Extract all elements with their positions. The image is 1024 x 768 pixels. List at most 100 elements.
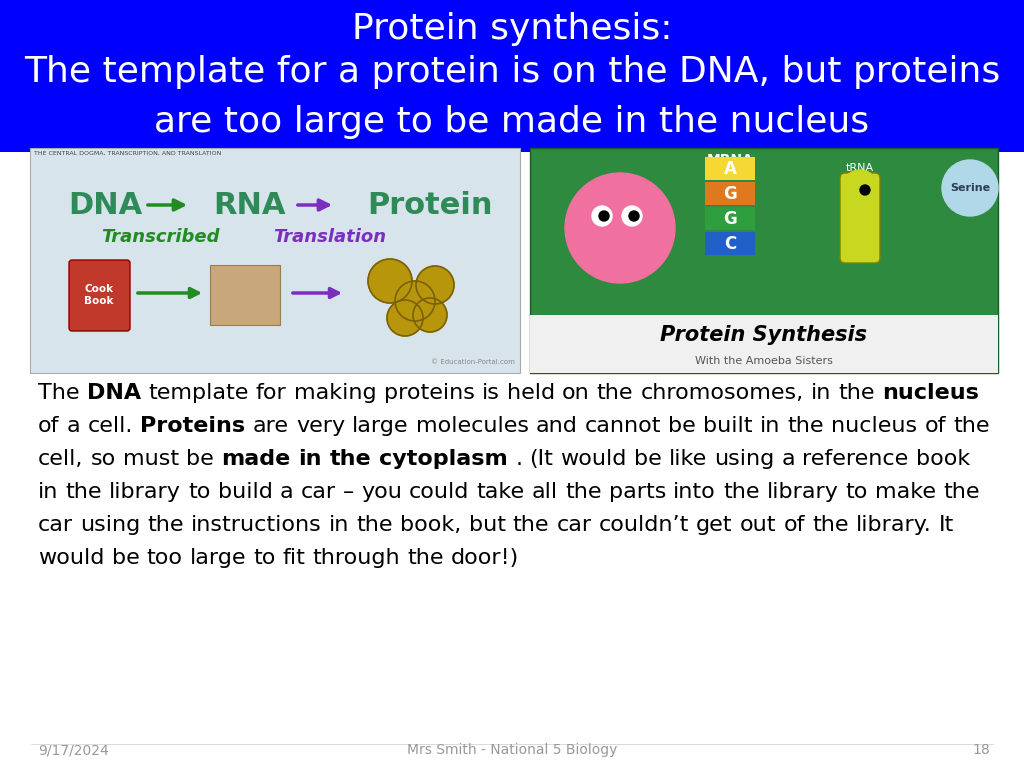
Text: and: and [536, 416, 578, 436]
Text: a: a [280, 482, 293, 502]
FancyBboxPatch shape [705, 232, 755, 255]
Text: built: built [703, 416, 753, 436]
FancyBboxPatch shape [30, 148, 520, 373]
Text: DNA: DNA [68, 190, 142, 220]
Text: the: the [723, 482, 760, 502]
Text: RNA: RNA [214, 190, 287, 220]
FancyBboxPatch shape [0, 0, 1024, 152]
Text: a: a [67, 416, 80, 436]
Circle shape [842, 170, 878, 206]
Text: G: G [723, 185, 737, 203]
Text: a: a [781, 449, 795, 469]
Text: using: using [80, 515, 140, 535]
Text: template: template [148, 383, 249, 403]
Text: made: made [221, 449, 290, 469]
Text: door!): door!) [451, 548, 519, 568]
Text: Protein Synthesis: Protein Synthesis [660, 325, 867, 345]
Text: .: . [515, 449, 522, 469]
Text: the: the [787, 416, 824, 436]
Text: Transcribed: Transcribed [100, 228, 219, 246]
Text: cannot: cannot [585, 416, 662, 436]
Text: Cook
Book: Cook Book [84, 284, 114, 306]
Text: chromosomes,: chromosomes, [640, 383, 804, 403]
Text: the: the [565, 482, 601, 502]
Text: of: of [38, 416, 59, 436]
Text: car: car [38, 515, 73, 535]
Text: held: held [507, 383, 555, 403]
Text: the: the [147, 515, 184, 535]
Circle shape [387, 300, 423, 336]
FancyBboxPatch shape [840, 173, 880, 263]
Text: tRNA: tRNA [846, 163, 874, 173]
Text: (It: (It [529, 449, 553, 469]
Text: nucleus: nucleus [831, 416, 918, 436]
FancyBboxPatch shape [69, 260, 130, 331]
Text: the: the [597, 383, 633, 403]
Circle shape [592, 206, 612, 226]
Text: to: to [253, 548, 275, 568]
Text: are: are [253, 416, 289, 436]
Text: couldn’t: couldn’t [599, 515, 689, 535]
Text: but: but [469, 515, 506, 535]
Text: of: of [925, 416, 946, 436]
Text: book,: book, [400, 515, 462, 535]
Text: in: in [811, 383, 831, 403]
Text: The: The [38, 383, 80, 403]
Text: the: the [838, 383, 874, 403]
Text: parts: parts [608, 482, 666, 502]
Text: for: for [256, 383, 287, 403]
Text: instructions: instructions [191, 515, 322, 535]
Text: car: car [300, 482, 336, 502]
Text: The template for a protein is on the DNA, but proteins: The template for a protein is on the DNA… [24, 55, 1000, 89]
Text: take: take [476, 482, 524, 502]
Circle shape [599, 211, 609, 221]
Text: nucleus: nucleus [882, 383, 979, 403]
FancyBboxPatch shape [210, 265, 280, 325]
Text: reference: reference [802, 449, 908, 469]
Text: in: in [329, 515, 349, 535]
Text: the: the [812, 515, 849, 535]
Text: would: would [560, 449, 627, 469]
Text: get: get [696, 515, 732, 535]
FancyBboxPatch shape [530, 315, 998, 373]
Text: to: to [188, 482, 211, 502]
Circle shape [860, 185, 870, 195]
FancyBboxPatch shape [705, 182, 755, 205]
Text: © Education-Portal.com: © Education-Portal.com [431, 359, 515, 365]
Text: THE CENTRAL DOGMA, TRANSCRIPTION, AND TRANSLATION: THE CENTRAL DOGMA, TRANSCRIPTION, AND TR… [34, 151, 221, 156]
Text: 18: 18 [972, 743, 990, 757]
Text: It: It [939, 515, 953, 535]
Text: build: build [218, 482, 272, 502]
Text: C: C [724, 235, 736, 253]
Text: the: the [953, 416, 989, 436]
Text: Mrs Smith - National 5 Biology: Mrs Smith - National 5 Biology [407, 743, 617, 757]
Text: make: make [876, 482, 936, 502]
Circle shape [413, 298, 447, 332]
Text: be: be [186, 449, 214, 469]
Text: MRNA: MRNA [707, 153, 754, 167]
Circle shape [942, 160, 998, 216]
Text: library.: library. [856, 515, 932, 535]
Text: out: out [739, 515, 776, 535]
Text: G: G [723, 210, 737, 228]
Text: cell.: cell. [87, 416, 133, 436]
Circle shape [629, 211, 639, 221]
Text: to: to [846, 482, 868, 502]
FancyBboxPatch shape [705, 157, 755, 180]
Text: in: in [760, 416, 780, 436]
Circle shape [622, 206, 642, 226]
Text: into: into [673, 482, 716, 502]
Text: very: very [296, 416, 345, 436]
Text: must: must [123, 449, 179, 469]
Text: With the Amoeba Sisters: With the Amoeba Sisters [695, 356, 833, 366]
Text: large: large [352, 416, 409, 436]
Text: in: in [298, 449, 322, 469]
Text: the: the [356, 515, 393, 535]
Text: the: the [943, 482, 980, 502]
Text: would: would [38, 548, 104, 568]
Text: book: book [915, 449, 970, 469]
Text: so: so [90, 449, 116, 469]
Text: library: library [767, 482, 839, 502]
Text: Protein synthesis:: Protein synthesis: [352, 12, 672, 46]
Text: making: making [294, 383, 377, 403]
